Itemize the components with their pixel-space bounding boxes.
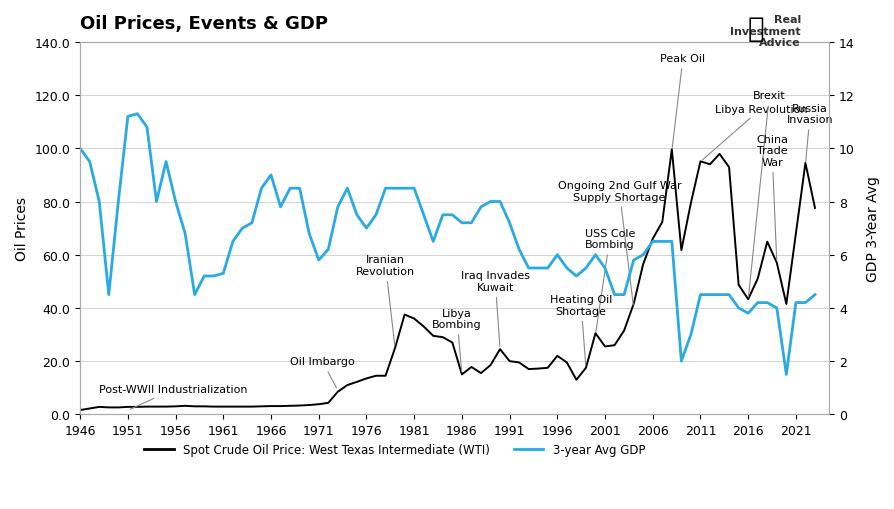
Text: Russia
Invasion: Russia Invasion xyxy=(786,103,832,162)
Y-axis label: Oil Prices: Oil Prices xyxy=(15,196,29,261)
Text: Real
Investment
Advice: Real Investment Advice xyxy=(730,15,800,48)
Text: China
Trade
War: China Trade War xyxy=(755,134,787,261)
Text: Oil Prices, Events & GDP: Oil Prices, Events & GDP xyxy=(80,15,328,33)
Y-axis label: GDP 3-Year Avg: GDP 3-Year Avg xyxy=(865,176,879,281)
Text: Libya
Bombing: Libya Bombing xyxy=(432,308,481,372)
Text: USS Cole
Bombing: USS Cole Bombing xyxy=(584,229,634,332)
Text: Iraq Invades
Kuwait: Iraq Invades Kuwait xyxy=(460,271,529,347)
Text: Iranian
Revolution: Iranian Revolution xyxy=(356,255,415,346)
Legend: Spot Crude Oil Price: West Texas Intermediate (WTI), 3-year Avg GDP: Spot Crude Oil Price: West Texas Interme… xyxy=(139,438,649,461)
Text: Heating Oil
Shortage: Heating Oil Shortage xyxy=(550,295,611,365)
Text: Peak Oil: Peak Oil xyxy=(660,54,704,149)
Text: Ongoing 2nd Gulf War
Supply Shortage: Ongoing 2nd Gulf War Supply Shortage xyxy=(557,181,680,305)
Text: Libya Revolution: Libya Revolution xyxy=(702,104,806,160)
Text: 🦅: 🦅 xyxy=(747,15,763,43)
Text: Brexit: Brexit xyxy=(747,91,785,298)
Text: Oil Imbargo: Oil Imbargo xyxy=(290,357,354,388)
Text: Post-WWII Industrialization: Post-WWII Industrialization xyxy=(99,385,248,409)
